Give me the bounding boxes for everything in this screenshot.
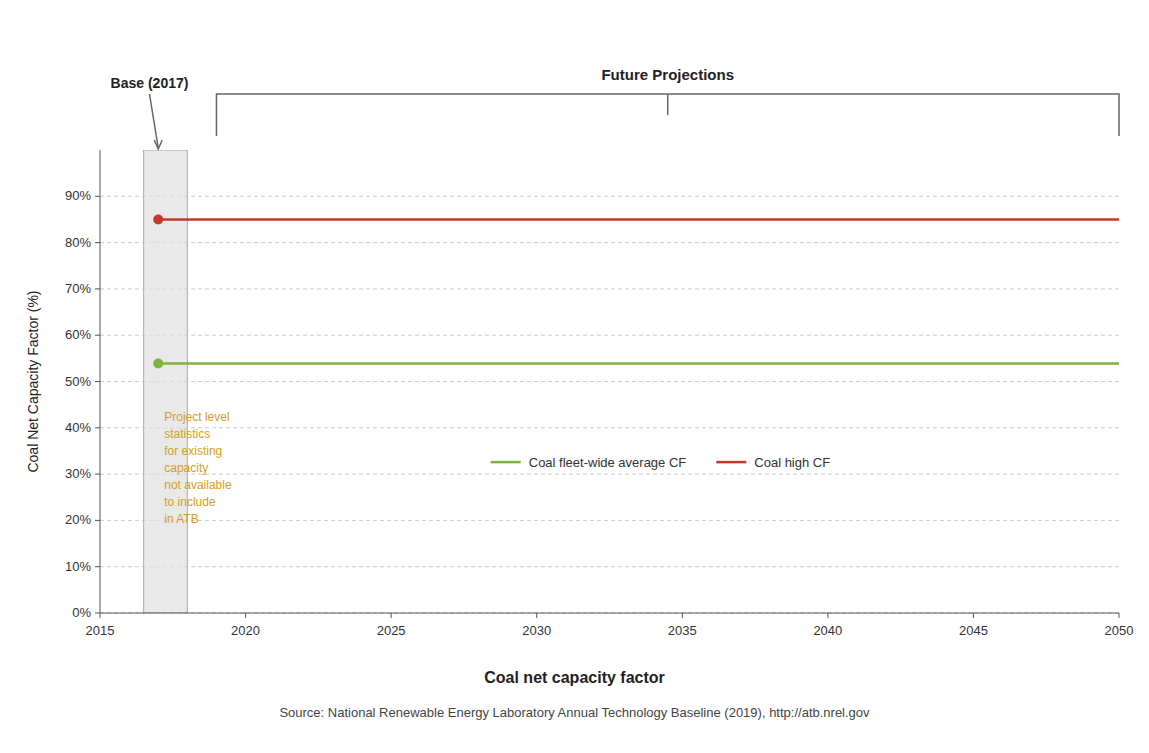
y-tick	[95, 335, 100, 336]
annotation-line: not available	[164, 478, 232, 492]
legend-item: Coal fleet-wide average CF	[491, 455, 687, 470]
annotation: Project level statistics for existing capac…	[164, 410, 232, 526]
x-tick	[100, 613, 101, 618]
x-tick	[1119, 613, 1120, 618]
x-tick	[391, 613, 392, 618]
y-tick-label: 0%	[72, 605, 91, 620]
legend-label: Coal high CF	[754, 455, 830, 470]
x-axis	[100, 613, 1119, 614]
y-tick-label: 20%	[65, 512, 91, 527]
annotation-line: statistics	[164, 427, 210, 441]
grid-line	[100, 242, 1119, 243]
y-tick-label: 50%	[65, 374, 91, 389]
y-axis	[100, 150, 101, 613]
grid-line	[100, 566, 1119, 567]
x-tick-label: 2020	[231, 623, 260, 638]
y-tick	[95, 427, 100, 428]
x-tick	[827, 613, 828, 618]
y-tick-label: 80%	[65, 235, 91, 250]
base-arrow	[149, 94, 158, 148]
base-arrow-head	[154, 140, 162, 149]
x-tick	[536, 613, 537, 618]
x-tick-label: 2040	[813, 623, 842, 638]
grid-line	[100, 288, 1119, 289]
series-line	[158, 218, 1119, 221]
grid-line	[100, 427, 1119, 428]
y-tick-label: 90%	[65, 188, 91, 203]
annotation-line: Project level	[164, 410, 229, 424]
plot-area	[144, 150, 1119, 613]
legend-swatch	[716, 461, 746, 464]
annotation-line: for existing	[164, 444, 222, 458]
x-tick	[973, 613, 974, 618]
grid-line	[100, 474, 1119, 475]
x-tick-label: 2045	[959, 623, 988, 638]
grid-line	[100, 196, 1119, 197]
y-tick	[95, 381, 100, 382]
y-tick	[95, 520, 100, 521]
annotation-line: to include	[164, 495, 216, 509]
source: Source: National Renewable Energy Labora…	[279, 705, 870, 720]
x-tick-label: 2015	[86, 623, 115, 638]
x-tick-label: 2030	[522, 623, 551, 638]
x-tick-label: 2025	[377, 623, 406, 638]
x-tick	[245, 613, 246, 618]
series-marker	[153, 358, 163, 368]
x-tick	[682, 613, 683, 618]
future-label: Future Projections	[601, 66, 734, 83]
y-tick	[95, 613, 100, 614]
legend-item: Coal high CF	[716, 455, 830, 470]
y-tick	[95, 196, 100, 197]
chart: 0% 10% 20% 30% 40% 50% 60% 70% 80% 90% 2015 2020 202…	[0, 0, 1149, 753]
base-label: Base (2017)	[111, 75, 189, 91]
y-tick-label: 70%	[65, 281, 91, 296]
x-tick-label: 2035	[668, 623, 697, 638]
y-tick-label: 10%	[65, 559, 91, 574]
y-tick-label: 60%	[65, 327, 91, 342]
x-tick-label: 2050	[1105, 623, 1134, 638]
annotation-line: capacity	[164, 461, 208, 475]
y-tick	[95, 566, 100, 567]
projection-brace	[216, 94, 1119, 136]
y-axis-label: Coal Net Capacity Factor (%)	[25, 290, 41, 472]
grid-line	[100, 381, 1119, 382]
legend-label: Coal fleet-wide average CF	[529, 455, 687, 470]
series-marker	[153, 214, 163, 224]
y-tick-label: 30%	[65, 466, 91, 481]
y-tick-label: 40%	[65, 420, 91, 435]
y-tick	[95, 474, 100, 475]
y-tick	[95, 288, 100, 289]
legend: Coal fleet-wide average CF Coal high CF	[491, 455, 830, 470]
series-line	[158, 362, 1119, 365]
x-axis-label: Coal net capacity factor	[484, 669, 665, 686]
grid-line	[100, 613, 1119, 614]
grid-line	[100, 335, 1119, 336]
grid-line	[100, 520, 1119, 521]
annotation-line: in ATB	[164, 512, 198, 526]
y-tick	[95, 242, 100, 243]
legend-swatch	[491, 461, 521, 464]
